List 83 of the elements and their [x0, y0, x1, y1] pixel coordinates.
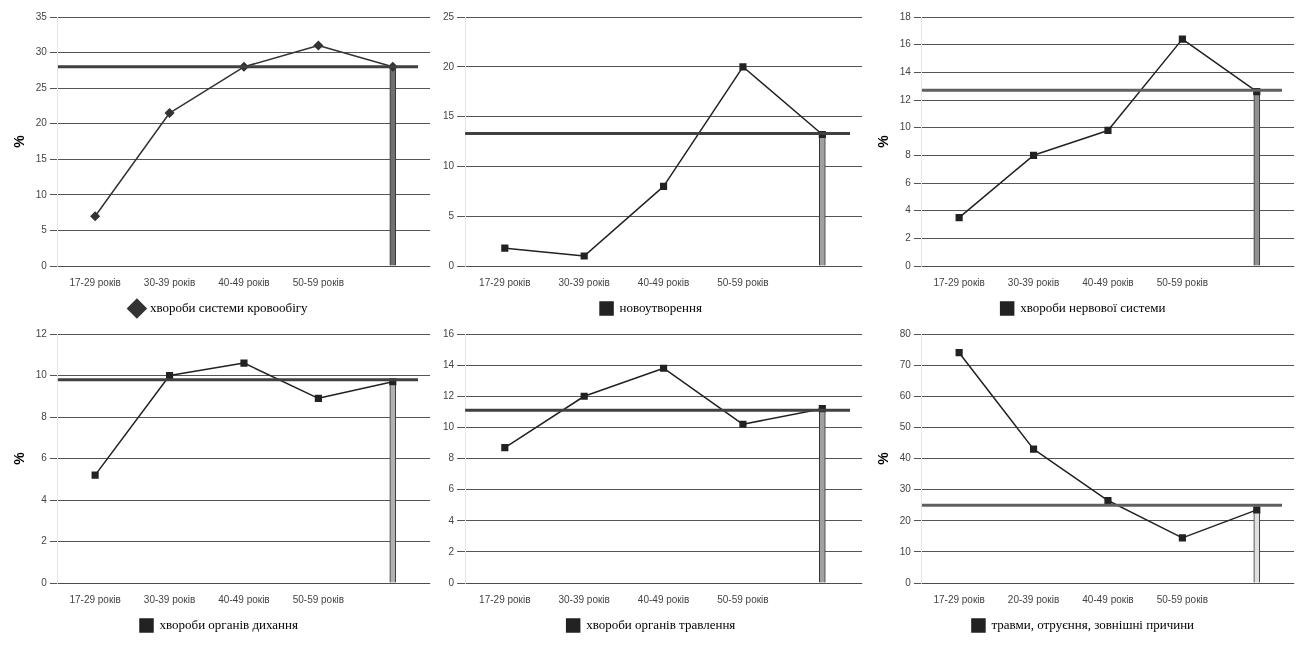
x-tick-label: 17-29 років	[69, 276, 121, 288]
x-tick-label: 30-39 років	[1007, 276, 1060, 288]
y-tick-label: 70	[899, 358, 912, 370]
y-tick-label: 80	[899, 327, 912, 339]
x-tick-label: 40-49 років	[218, 593, 270, 605]
y-tick-label: 14	[443, 358, 455, 370]
x-tick-label: 30-39 років	[143, 593, 196, 605]
y-tick-label: 2	[448, 545, 455, 557]
y-tick-label: 8	[905, 149, 912, 161]
legend-label: новоутворення	[619, 299, 702, 315]
x-tick-label: 30-39 років	[558, 593, 610, 605]
y-tick-label: 8	[448, 452, 455, 464]
y-axis-title: %	[875, 134, 892, 148]
x-tick-label: 50-59 років	[1156, 276, 1209, 288]
y-tick-label: 0	[905, 576, 912, 588]
y-tick-label: 2	[41, 535, 48, 547]
x-tick-label: 40-49 років	[637, 276, 690, 288]
x-tick-label: 50-59 років	[292, 276, 345, 288]
y-axis-title: %	[875, 451, 892, 465]
y-tick-label: 6	[41, 452, 48, 464]
y-tick-label: 15	[35, 153, 48, 165]
x-tick-label: 30-39 років	[143, 276, 196, 288]
y-tick-label: 4	[905, 204, 912, 216]
y-tick-label: 5	[41, 224, 48, 236]
x-tick-label: 17-29 років	[479, 593, 531, 605]
y-tick-label: 14	[899, 66, 912, 78]
x-tick-label: 50-59 років	[717, 593, 769, 605]
y-tick-label: 20	[35, 117, 48, 129]
y-tick-label: 0	[41, 576, 48, 588]
x-tick-label: 50-59 років	[292, 593, 345, 605]
y-tick-label: 8	[41, 410, 48, 422]
y-tick-label: 25	[443, 10, 455, 22]
y-tick-label: 0	[905, 259, 912, 271]
x-tick-label: 40-49 років	[1082, 593, 1134, 605]
y-axis-title: %	[11, 451, 28, 465]
y-tick-label: 0	[448, 259, 455, 271]
y-tick-label: 10	[35, 188, 48, 200]
y-tick-label: 20	[443, 60, 455, 72]
y-tick-label: 4	[448, 514, 455, 526]
y-tick-label: 10	[899, 545, 912, 557]
x-tick-label: 50-59 років	[1156, 593, 1209, 605]
y-tick-label: 50	[899, 421, 912, 433]
y-tick-label: 0	[448, 576, 455, 588]
y-tick-label: 4	[41, 493, 48, 505]
y-tick-label: 25	[35, 81, 48, 93]
x-tick-label: 17-29 років	[479, 276, 531, 288]
x-tick-label: 40-49 років	[637, 593, 690, 605]
y-tick-label: 18	[899, 10, 912, 22]
x-tick-label: 40-49 років	[218, 276, 270, 288]
y-axis-title: %	[11, 134, 28, 148]
y-tick-label: 16	[899, 38, 912, 50]
legend-label: хвороби органів травлення	[586, 616, 736, 632]
legend-label: хвороби органів дихання	[159, 616, 299, 632]
y-tick-label: 5	[448, 209, 455, 221]
y-tick-label: 12	[443, 390, 455, 401]
y-tick-label: 6	[448, 483, 455, 495]
y-tick-label: 16	[443, 327, 455, 339]
legend-label: хвороби системи кровообігу	[149, 299, 309, 315]
y-tick-label: 10	[443, 160, 455, 172]
y-tick-label: 30	[35, 46, 48, 58]
legend-label: хвороби нервової системи	[1020, 299, 1166, 315]
x-tick-label: 50-59 років	[717, 276, 769, 288]
y-tick-label: 10	[899, 121, 912, 133]
y-tick-label: 15	[443, 110, 455, 122]
y-tick-label: 0	[41, 259, 48, 271]
y-tick-label: 60	[899, 390, 912, 401]
y-tick-label: 30	[899, 483, 912, 495]
legend-label: травми, отруєння, зовнішні причини	[991, 616, 1195, 632]
y-tick-label: 40	[899, 452, 912, 464]
y-tick-label: 10	[35, 369, 48, 381]
x-tick-label: 30-39 років	[558, 276, 610, 288]
y-tick-label: 6	[905, 176, 912, 188]
y-tick-label: 12	[35, 327, 48, 339]
y-tick-label: 10	[443, 421, 455, 433]
x-tick-label: 17-29 років	[69, 593, 121, 605]
y-tick-label: 35	[35, 10, 48, 22]
x-tick-label: 20-39 років	[1007, 593, 1060, 605]
y-tick-label: 20	[899, 514, 912, 526]
y-tick-label: 2	[905, 232, 912, 244]
x-tick-label: 17-29 років	[933, 276, 985, 288]
y-tick-label: 12	[899, 93, 912, 105]
x-tick-label: 17-29 років	[933, 593, 985, 605]
x-tick-label: 40-49 років	[1082, 276, 1134, 288]
